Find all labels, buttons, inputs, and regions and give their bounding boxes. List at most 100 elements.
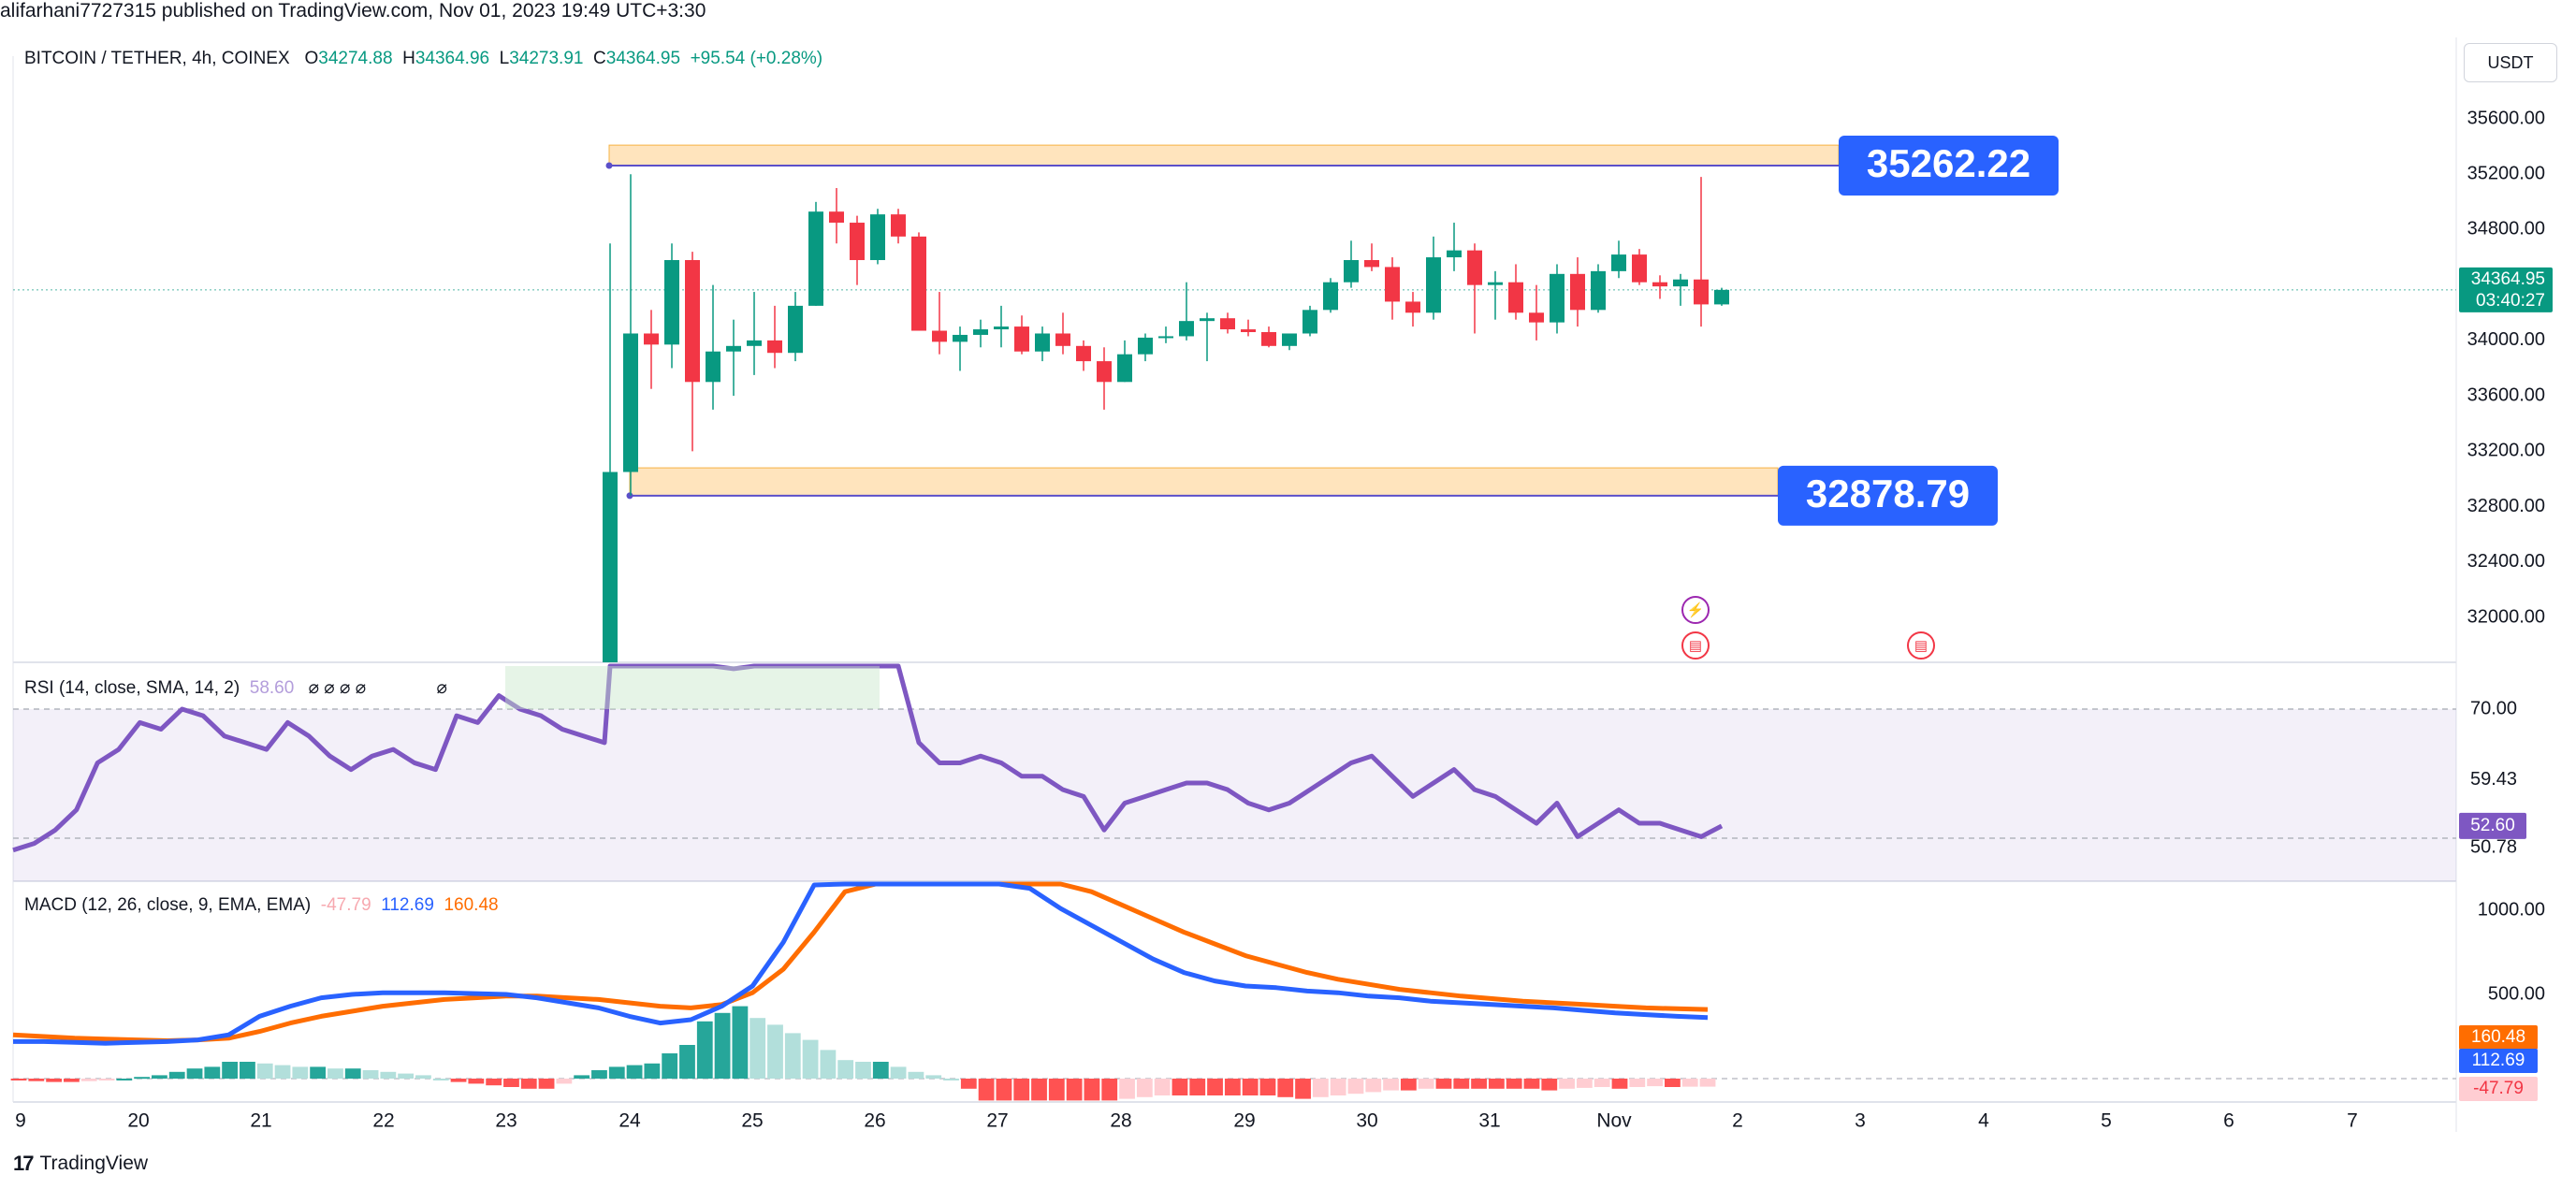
candle — [1097, 361, 1112, 383]
currency-button[interactable]: USDT — [2464, 43, 2557, 82]
candle — [1652, 282, 1667, 287]
zone-anchor — [605, 162, 613, 169]
open-value: 34274.88 — [318, 49, 393, 68]
candle — [1261, 332, 1276, 346]
macd-hist-tag-bg — [2459, 1077, 2538, 1101]
macd-histogram-bar — [468, 1079, 485, 1084]
time-tick-label: 3 — [1855, 1110, 1866, 1132]
macd-histogram-bar — [398, 1073, 415, 1079]
time-tick-label: Nov — [1596, 1110, 1632, 1132]
upper-zone-label-bg — [1839, 136, 2059, 196]
candle — [1323, 282, 1338, 311]
macd-histogram-bar — [1453, 1079, 1470, 1089]
macd-histogram-bar — [1066, 1079, 1083, 1101]
lightning-event-icon — [1681, 596, 1710, 624]
rsi-overbought-fill — [505, 666, 880, 709]
open-label: O — [304, 49, 319, 68]
macd-histogram-bar — [767, 1024, 783, 1079]
price-tick-label: 33600.00 — [2467, 384, 2545, 405]
macd-histogram-bar — [274, 1065, 291, 1079]
macd-histogram-bar — [134, 1077, 151, 1080]
macd-histogram-bar — [1154, 1079, 1171, 1095]
macd-histogram-bar — [1330, 1079, 1346, 1095]
time-tick-label: 6 — [2223, 1110, 2234, 1132]
candle — [870, 214, 885, 261]
candle — [1055, 333, 1070, 346]
macd-tick-label: 500.00 — [2488, 983, 2545, 1004]
macd-histogram-bar — [1031, 1079, 1047, 1101]
macd-histogram-bar — [784, 1033, 801, 1079]
macd-histogram-bar — [520, 1079, 537, 1089]
macd-histogram-bar — [98, 1079, 115, 1080]
zone-anchor — [626, 492, 633, 500]
rsi-legend-label[interactable]: RSI (14, close, SMA, 14, 2) — [24, 678, 240, 698]
candle — [850, 223, 865, 261]
macd-line-tag: 112.69 — [2472, 1051, 2525, 1070]
macd-hist-value: -47.79 — [320, 895, 371, 915]
candle — [1694, 279, 1709, 305]
macd-histogram-bar — [732, 1006, 749, 1079]
close-value: 34364.95 — [605, 49, 681, 68]
candle — [1570, 273, 1585, 311]
price-tick-label: 35200.00 — [2467, 164, 2545, 184]
time-tick-label: 9 — [15, 1110, 26, 1132]
candle — [1426, 257, 1441, 313]
macd-histogram-bar — [10, 1079, 27, 1080]
symbol-name[interactable]: BITCOIN / TETHER, 4h, COINEX — [24, 49, 290, 68]
candle — [911, 236, 926, 331]
macd-histogram-bar — [1699, 1079, 1716, 1087]
macd-histogram-bar — [1136, 1079, 1153, 1097]
macd-histogram-bar — [1101, 1079, 1118, 1101]
time-tick-label: 22 — [372, 1110, 394, 1132]
us-flag-event-icon: ▤ — [1914, 638, 1928, 654]
last-price-tag-bg — [2459, 267, 2553, 312]
zone-rect — [629, 467, 1779, 497]
candle — [1303, 310, 1317, 334]
time-tick-label: 27 — [986, 1110, 1008, 1132]
candle — [1591, 270, 1606, 311]
macd-line — [13, 881, 1709, 1046]
candle — [664, 260, 679, 345]
macd-histogram-bar — [679, 1045, 695, 1079]
macd-histogram-bar — [1506, 1079, 1522, 1089]
candle — [1467, 250, 1482, 285]
macd-histogram-bar — [1576, 1079, 1593, 1088]
time-tick-label: 20 — [127, 1110, 149, 1132]
candle — [1508, 282, 1523, 313]
macd-histogram-bar — [1629, 1079, 1646, 1087]
macd-histogram-bar — [608, 1066, 625, 1079]
macd-histogram-bar — [46, 1079, 63, 1082]
candle — [1405, 301, 1420, 313]
price-tick-label: 32400.00 — [2467, 551, 2545, 572]
macd-histogram-bar — [960, 1079, 977, 1089]
time-tick-label: 30 — [1356, 1110, 1377, 1132]
macd-histogram-bar — [1119, 1079, 1135, 1099]
time-tick-label: 28 — [1110, 1110, 1131, 1132]
candle — [747, 340, 762, 346]
macd-histogram-bar — [908, 1071, 924, 1079]
macd-histogram-bar — [344, 1068, 361, 1079]
candle — [1117, 354, 1132, 383]
macd-legend-label[interactable]: MACD (12, 26, close, 9, EMA, EMA) — [24, 895, 312, 915]
macd-histogram-bar — [644, 1063, 661, 1079]
time-tick-label: 23 — [495, 1110, 517, 1132]
footer-brand[interactable]: TradingView — [39, 1153, 149, 1174]
us-flag-event-icon — [1681, 631, 1710, 660]
macd-histogram-bar — [556, 1079, 573, 1084]
candle — [891, 214, 906, 237]
candle — [1529, 312, 1544, 323]
time-tick-label: 26 — [864, 1110, 885, 1132]
tradingview-logo-icon: 17 — [13, 1152, 35, 1175]
macd-histogram-bar — [1312, 1079, 1329, 1097]
time-tick-label: 25 — [741, 1110, 763, 1132]
candle — [1488, 282, 1503, 285]
candle — [1158, 336, 1173, 339]
macd-histogram-bar — [996, 1079, 1012, 1101]
macd-histogram-bar — [1365, 1079, 1382, 1093]
candle — [726, 345, 741, 352]
candle — [1673, 279, 1688, 287]
macd-line-tag-bg — [2459, 1049, 2538, 1073]
rsi-legend: RSI (14, close, SMA, 14, 2) 58.60 ⌀ ⌀ ⌀ … — [24, 677, 447, 699]
macd-histogram-bar — [240, 1062, 255, 1079]
